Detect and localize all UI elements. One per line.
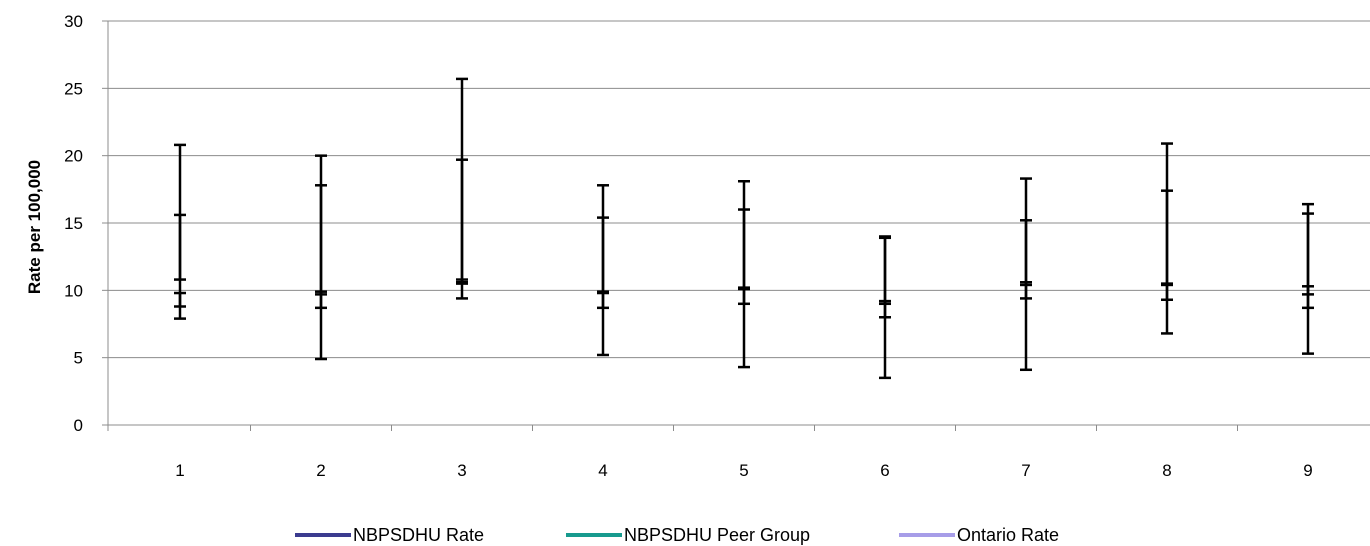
y-tick-label: 20 [64, 147, 83, 166]
legend: NBPSDHU Rate NBPSDHU Peer Group Ontario Ra… [295, 525, 1059, 545]
legend-label-2: NBPSDHU Peer Group [624, 525, 810, 545]
y-tick-label: 10 [64, 281, 83, 300]
error-layer [174, 77, 1314, 380]
x-tick-label: 4 [598, 461, 607, 480]
legend-label-1: NBPSDHU Rate [353, 525, 484, 545]
x-tick-label: 5 [739, 461, 748, 480]
y-tick-label: 30 [64, 12, 83, 31]
grid-layer [108, 20, 1370, 359]
x-tick-label: 3 [457, 461, 466, 480]
y-tick-label: 5 [74, 349, 83, 368]
x-tick-label: 2 [316, 461, 325, 480]
y-axis-title: Rate per 100,000 [25, 160, 44, 294]
label-layer: 0 5 10 15 20 25 30 1 2 3 4 5 6 7 8 9 [64, 12, 1313, 480]
x-tick-label: 7 [1021, 461, 1030, 480]
x-tick-label: 6 [880, 461, 889, 480]
y-tick-label: 15 [64, 214, 83, 233]
x-tick-label: 9 [1303, 461, 1312, 480]
x-tick-label: 8 [1162, 461, 1171, 480]
x-tick-label: 1 [175, 461, 184, 480]
y-tick-label: 0 [74, 416, 83, 435]
legend-label-3: Ontario Rate [957, 525, 1059, 545]
axes-layer [102, 20, 1370, 431]
y-tick-label: 25 [64, 79, 83, 98]
